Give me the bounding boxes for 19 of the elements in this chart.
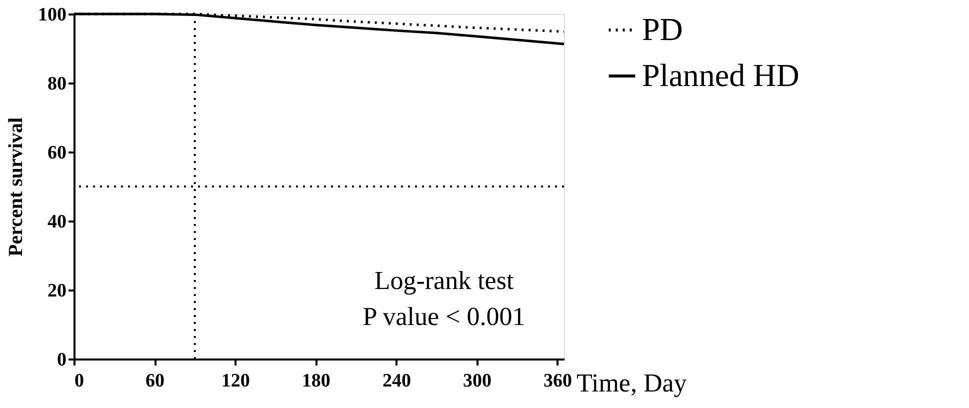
legend-label: PD — [642, 11, 683, 47]
y-tick-label: 0 — [57, 350, 66, 370]
x-tick-label: 240 — [382, 370, 411, 392]
x-tick-label: 60 — [146, 370, 165, 392]
annotation: Log-rank test — [374, 266, 514, 295]
y-axis-title: Percent survival — [5, 117, 27, 257]
y-tick-label: 40 — [48, 212, 66, 232]
legend-label: Planned HD — [642, 57, 800, 93]
x-tick-label: 180 — [302, 370, 330, 392]
x-tick-label: 360 — [544, 370, 572, 392]
x-tick-label: 120 — [221, 370, 250, 392]
annotation: P value < 0.001 — [362, 302, 526, 331]
y-tick-label: 80 — [48, 74, 66, 94]
y-tick-label: 100 — [38, 4, 66, 26]
x-tick-label: 300 — [462, 370, 492, 392]
y-tick-label: 60 — [48, 142, 66, 164]
x-axis-title: Time, Day — [576, 368, 687, 398]
y-tick-label: 20 — [48, 280, 66, 302]
x-tick-label: 0 — [74, 370, 84, 392]
